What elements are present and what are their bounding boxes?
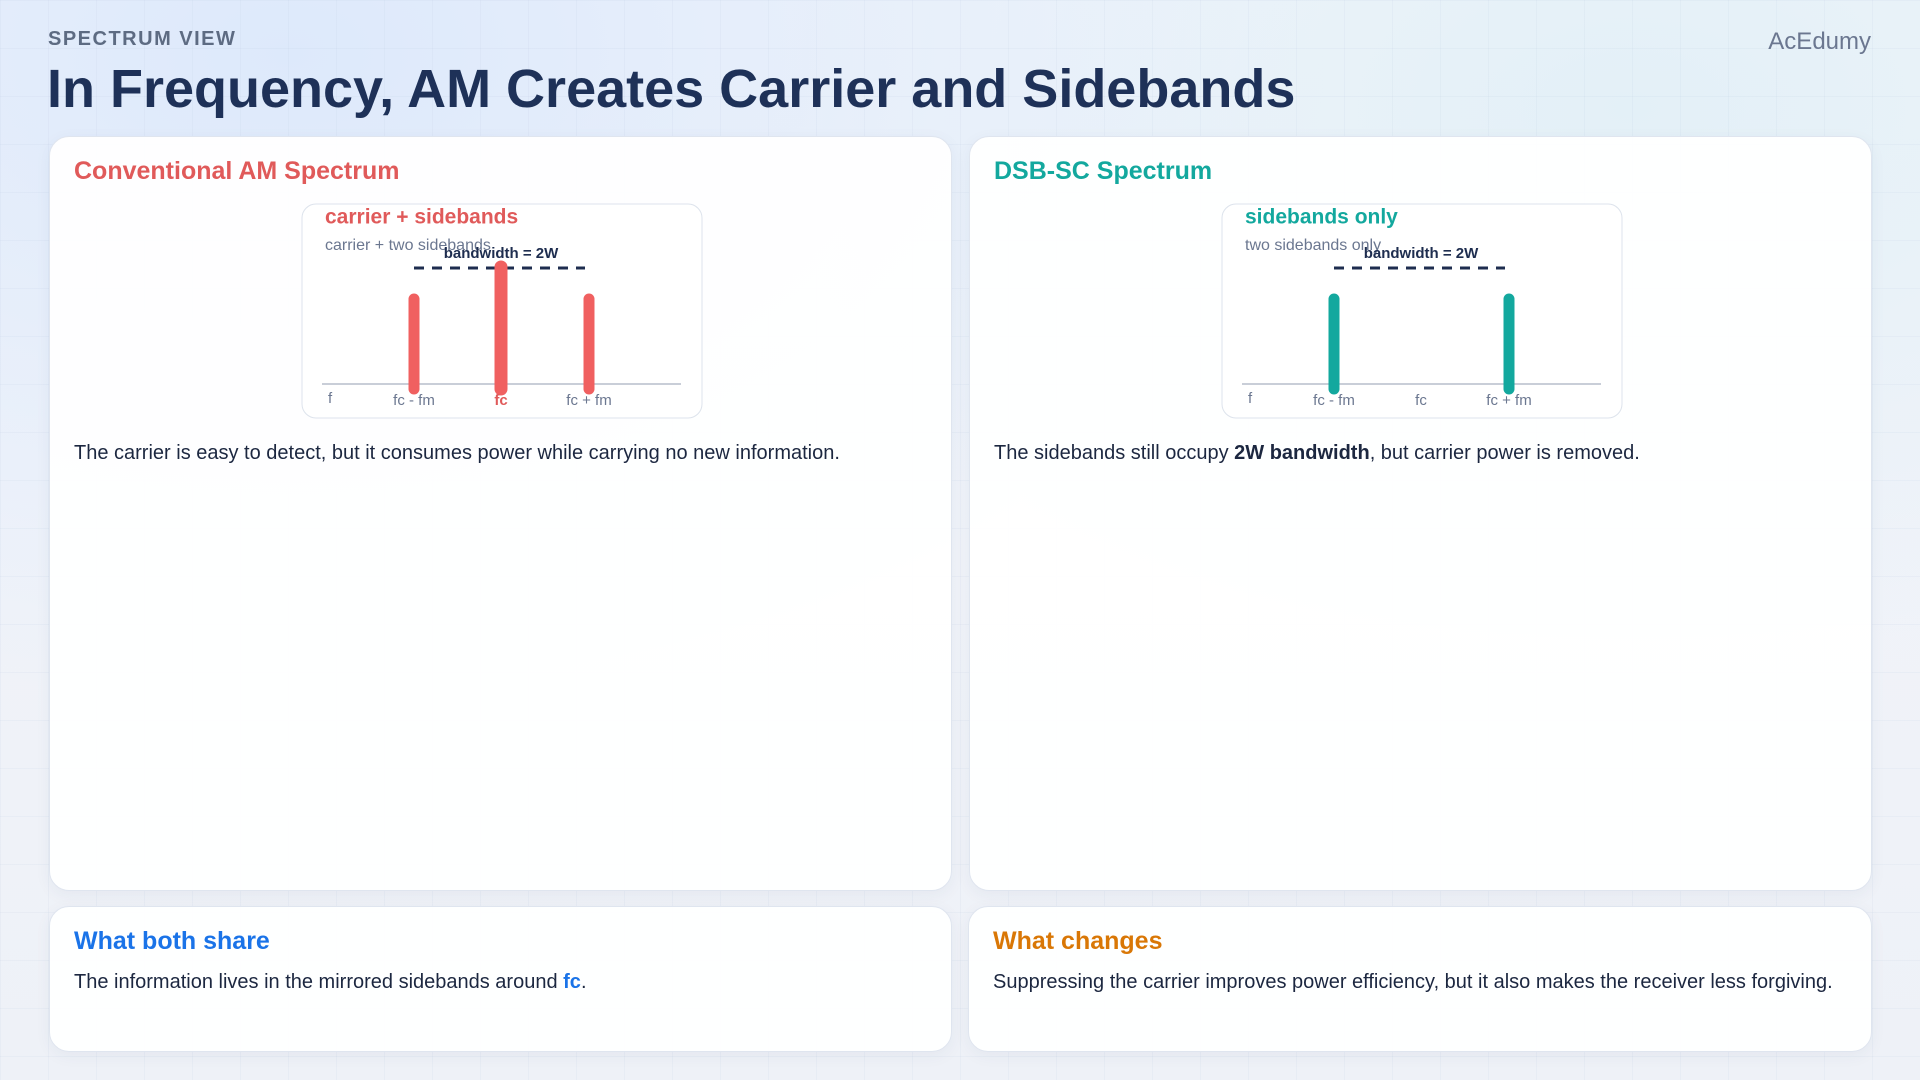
tick-label: fc [1415, 392, 1427, 409]
diagram-caption: two sidebands only [1245, 237, 1381, 254]
axis-label: f [1248, 390, 1253, 407]
diagram-label: carrier + sidebands [325, 206, 518, 229]
text: , but carrier power is removed. [1369, 442, 1640, 464]
bandwidth-label: bandwidth = 2W [444, 245, 559, 262]
panel-title: DSB-SC Spectrum [994, 157, 1213, 185]
note-card: What changes Suppressing the carrier imp… [968, 906, 1872, 1052]
panel-card: DSB-SC Spectrum sidebands only two sideb… [969, 136, 1872, 891]
text: The information lives in the mirrored si… [74, 971, 564, 993]
tick-label: fc + fm [566, 392, 611, 409]
brand: AcEdumy [1768, 28, 1871, 55]
bandwidth-label: bandwidth = 2W [1364, 245, 1479, 262]
note-text: The information lives in the mirrored si… [74, 966, 927, 999]
spectrum-diagram: carrier + sidebands carrier + two sideba… [301, 203, 703, 419]
eyebrow: SPECTRUM VIEW [48, 28, 237, 50]
emphasis: 2W bandwidth [1234, 442, 1370, 464]
note-text: Suppressing the carrier improves power e… [993, 966, 1847, 999]
text: The sidebands still occupy [994, 442, 1235, 464]
highlight: fc [563, 971, 581, 993]
panel-description: The carrier is easy to detect, but it co… [74, 437, 927, 470]
tick-label: fc + fm [1486, 392, 1531, 409]
diagram-caption: carrier + two sidebands [325, 237, 491, 254]
note-card: What both share The information lives in… [49, 906, 952, 1052]
note-title: What changes [993, 927, 1163, 955]
text: . [580, 971, 587, 993]
panel-description: The sidebands still occupy 2W bandwidth,… [994, 437, 1847, 470]
note-title: What both share [74, 927, 270, 955]
slide-title: In Frequency, AM Creates Carrier and Sid… [47, 59, 1296, 119]
panel-title: Conventional AM Spectrum [74, 157, 400, 185]
spectrum-diagram: sidebands only two sidebands only bandwi… [1221, 203, 1623, 419]
panel-card: Conventional AM Spectrum carrier + sideb… [49, 136, 952, 891]
diagram-label: sidebands only [1245, 206, 1398, 229]
text: Suppressing the carrier improves power e… [993, 971, 1833, 993]
tick-label: fc - fm [393, 392, 435, 409]
axis-label: f [328, 390, 333, 407]
tick-label: fc [494, 392, 507, 409]
diagram-frame [1221, 203, 1623, 419]
tick-label: fc - fm [1313, 392, 1355, 409]
text: The carrier is easy to detect, but it co… [74, 442, 840, 464]
